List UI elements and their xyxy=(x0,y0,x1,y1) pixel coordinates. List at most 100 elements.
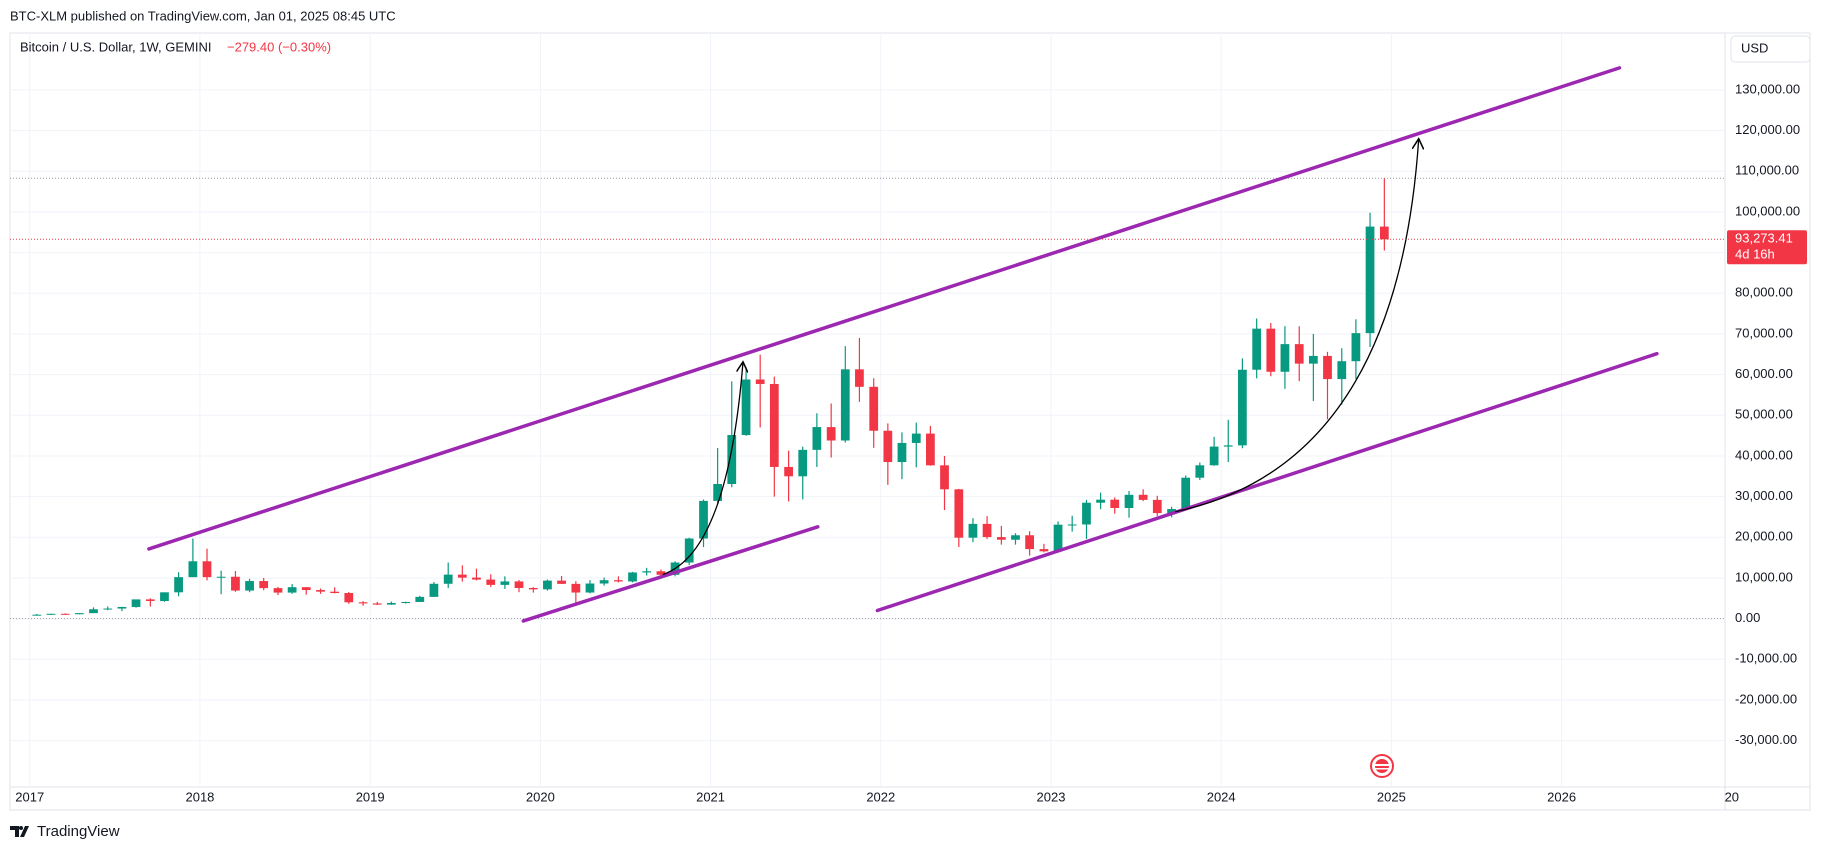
candle-body xyxy=(897,442,907,463)
candle-body xyxy=(117,606,127,609)
candle-body xyxy=(1223,445,1233,447)
x-tick-label: 2018 xyxy=(185,789,214,804)
curve-arrow xyxy=(1175,140,1418,513)
candle-body xyxy=(330,591,340,594)
candle-body xyxy=(216,576,226,578)
candle-body xyxy=(883,430,893,463)
candle-body xyxy=(940,465,949,490)
candle-body xyxy=(74,613,84,615)
candle-body xyxy=(784,466,793,477)
y-tick-label: 30,000.00 xyxy=(1735,488,1793,503)
candle-body xyxy=(1039,549,1049,552)
y-tick-label: -10,000.00 xyxy=(1735,651,1797,666)
candle-body xyxy=(500,581,510,585)
candle-body xyxy=(911,433,921,443)
candle-body xyxy=(996,537,1006,540)
candle-body xyxy=(1209,446,1219,466)
candle-body xyxy=(1152,499,1162,514)
currency: USD xyxy=(1741,40,1768,55)
candle-body xyxy=(301,587,311,591)
x-tick-label: 2022 xyxy=(866,789,895,804)
candle-body xyxy=(89,609,98,614)
candle-body xyxy=(273,588,283,593)
legend-change: −279.40 (−0.30%) xyxy=(227,39,331,54)
candle-body xyxy=(1323,355,1332,380)
countdown: 4d 16h xyxy=(1735,247,1775,262)
candle-body xyxy=(1351,333,1361,362)
candle-body xyxy=(585,583,595,593)
trend-line xyxy=(147,66,1622,551)
legend-title: Bitcoin / U.S. Dollar, 1W, GEMINI xyxy=(20,39,211,54)
candle-body xyxy=(1096,499,1105,503)
candle-body xyxy=(826,427,836,441)
plot xyxy=(10,66,1725,623)
candle-body xyxy=(160,592,169,601)
candle-body xyxy=(188,561,198,578)
trend-line xyxy=(875,351,1659,613)
candle-body xyxy=(699,500,708,539)
y-tick-label: 130,000.00 xyxy=(1735,81,1800,96)
y-tick-label: 0.00 xyxy=(1735,610,1760,625)
footer: TradingView xyxy=(37,823,120,840)
curve-arrow xyxy=(662,363,743,576)
candle-body xyxy=(287,587,297,593)
candle-body xyxy=(32,614,42,616)
candle-body xyxy=(46,613,56,615)
candle-body xyxy=(103,608,113,610)
candle-body xyxy=(628,572,637,582)
candle-body xyxy=(231,576,240,591)
candle-body xyxy=(599,580,609,584)
candle-body xyxy=(1252,328,1262,370)
candle-body xyxy=(1181,477,1191,510)
candle-body xyxy=(869,386,879,431)
candle-body xyxy=(443,574,453,584)
x-tick-label: 2017 xyxy=(15,789,44,804)
y-tick-label: 50,000.00 xyxy=(1735,407,1793,422)
flag-icon xyxy=(1370,754,1394,778)
currency-button[interactable] xyxy=(1730,35,1811,63)
x-tick-label: 2025 xyxy=(1377,789,1406,804)
candle-body xyxy=(1053,524,1063,552)
candle-body xyxy=(429,583,439,597)
x-tick-label: 2021 xyxy=(696,789,725,804)
x-tick-label: 2026 xyxy=(1547,789,1576,804)
y-tick-label: 60,000.00 xyxy=(1735,366,1793,381)
y-tick-label: -30,000.00 xyxy=(1735,732,1797,747)
candle-body xyxy=(571,583,581,593)
candle-body xyxy=(642,571,652,573)
candle-body xyxy=(968,523,978,538)
candle-body xyxy=(457,574,467,578)
footer-logo xyxy=(10,826,29,837)
candle-body xyxy=(1294,344,1304,364)
trend-line xyxy=(521,525,820,623)
candle-body xyxy=(486,579,496,585)
x-tick-label: 2019 xyxy=(356,789,385,804)
candle-body xyxy=(1337,361,1347,380)
candle-body xyxy=(656,571,666,575)
candle-body xyxy=(386,602,396,605)
last-price-label: 93,273.41 xyxy=(1735,231,1793,246)
candle-body xyxy=(614,580,623,582)
candle-body xyxy=(798,449,808,477)
candle-body xyxy=(145,599,155,601)
candle-body xyxy=(543,580,552,590)
candle-body xyxy=(840,369,850,441)
candle-body xyxy=(259,581,269,589)
y-tick-label: 10,000.00 xyxy=(1735,569,1793,584)
y-tick-label: -20,000.00 xyxy=(1735,691,1797,706)
candle-body xyxy=(131,599,141,607)
candle-body xyxy=(769,383,779,467)
candle-body xyxy=(514,581,524,588)
panel-border xyxy=(9,32,1811,811)
candle-body xyxy=(1138,494,1148,500)
candle-body xyxy=(245,581,254,591)
candle-body xyxy=(174,577,183,593)
candle-body xyxy=(741,379,751,436)
x-tick-label: 20 xyxy=(1725,789,1739,804)
candle-body xyxy=(684,538,694,563)
candle-body xyxy=(1365,226,1375,334)
x-tick-label: 2024 xyxy=(1207,789,1236,804)
candle-body xyxy=(401,601,411,603)
candle-body xyxy=(1379,226,1389,240)
